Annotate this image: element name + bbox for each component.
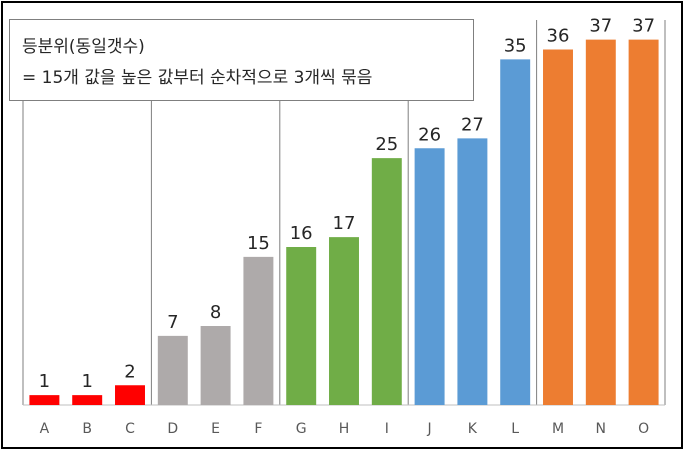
data-label: 37 [589,16,612,37]
bar [157,335,188,405]
bar [200,326,231,405]
bar [115,385,145,405]
data-label: 1 [81,371,92,392]
data-label: 16 [290,223,313,244]
data-label: 37 [632,16,655,37]
bar [457,138,488,405]
x-tick-label: I [385,421,389,437]
x-tick-label: L [511,421,519,437]
x-tick-label: A [40,421,50,437]
annotation-line-1: 등분위(동일갯수) [22,37,145,57]
x-tick-label: B [82,421,92,437]
x-tick-label: M [552,421,564,437]
x-tick-label: C [125,421,135,437]
data-label: 17 [333,213,356,234]
bar [414,148,445,405]
data-label: 27 [461,114,484,135]
data-label: 25 [375,134,398,155]
data-label: 1 [39,371,50,392]
data-label: 35 [504,35,527,56]
data-label: 7 [167,312,178,333]
x-tick-label: J [427,421,432,437]
x-tick-label: N [596,421,606,437]
bar [72,395,103,405]
x-tick-label: F [254,421,262,437]
bar [243,256,274,405]
data-label: 36 [547,26,570,47]
annotation-line-2: = 15개 값을 높은 값부터 순차적으로 3개씩 묶음 [22,68,373,88]
bar [371,158,402,405]
x-tick-label: D [167,421,178,437]
x-tick-label: G [296,421,307,437]
bar [29,395,60,405]
x-tick-label: O [638,421,649,437]
annotation-box: 등분위(동일갯수) = 15개 값을 높은 값부터 순차적으로 3개씩 묶음 [9,19,474,101]
x-tick-label: H [339,421,350,437]
x-tick-label: E [211,421,220,437]
data-label: 26 [418,124,441,145]
bar [543,49,573,405]
data-label: 15 [247,233,270,254]
bar [628,39,659,405]
data-label: 2 [124,361,135,382]
bar [286,247,317,405]
bar [585,39,616,405]
data-label: 8 [210,302,221,323]
bar [329,237,359,405]
bar [500,59,531,405]
x-tick-label: K [468,421,478,437]
